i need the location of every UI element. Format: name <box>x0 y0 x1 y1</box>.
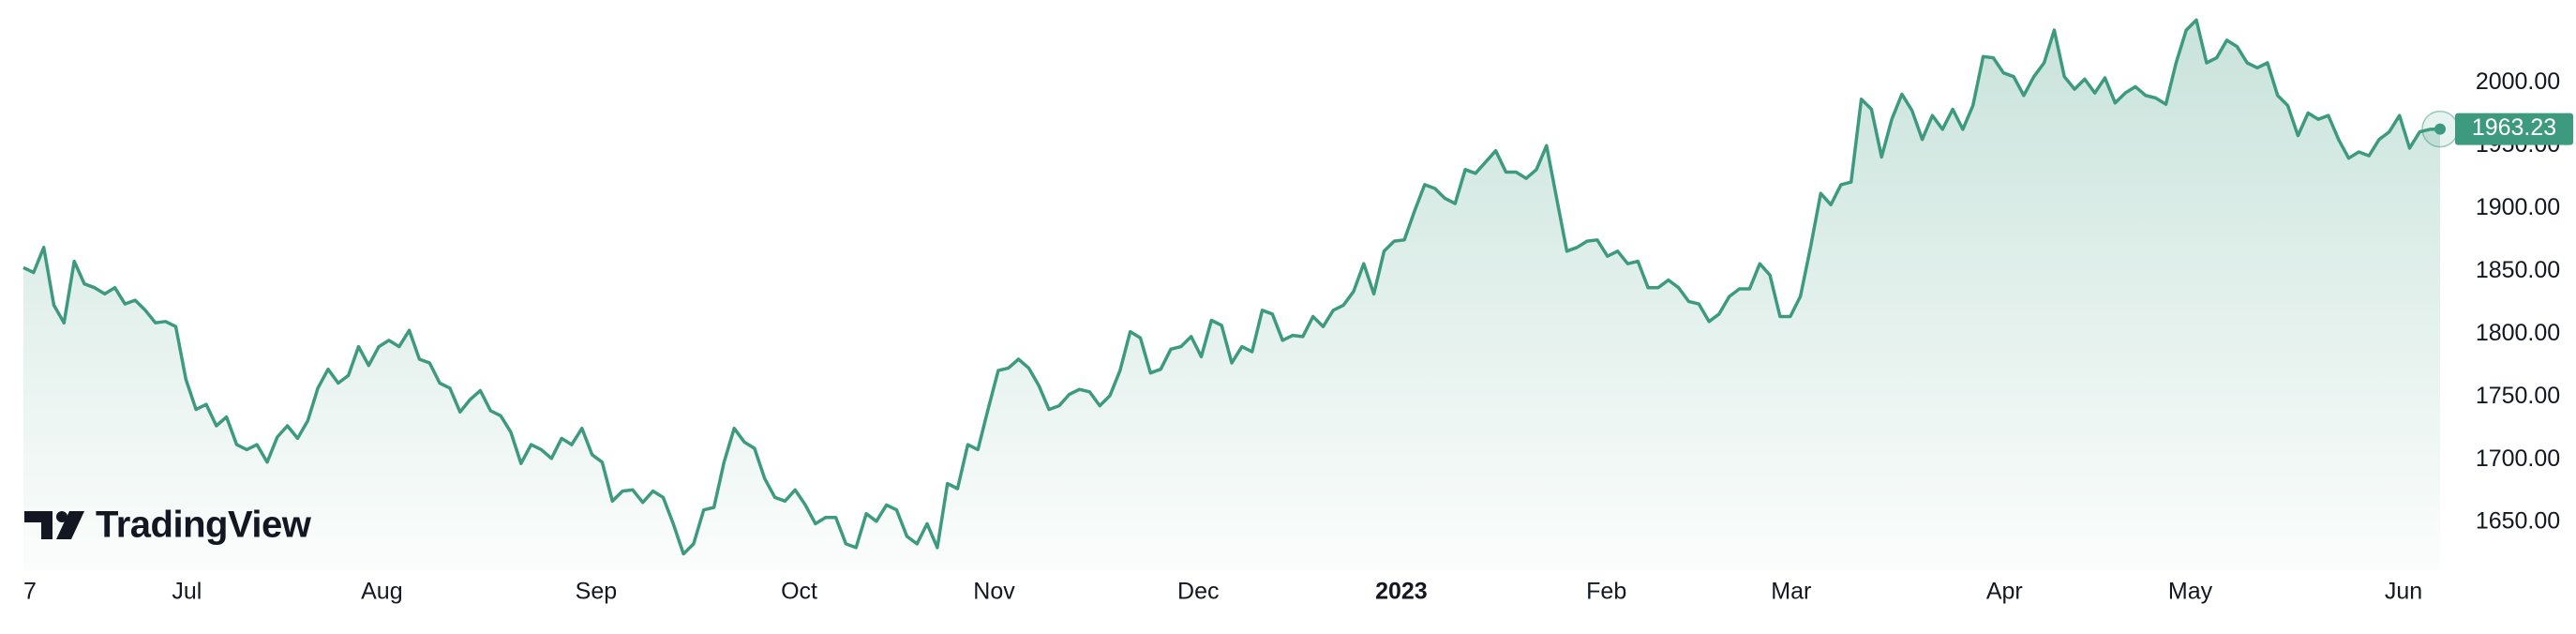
y-tick-label: 1700.00 <box>2476 445 2560 472</box>
x-tick-label: 2023 <box>1375 579 1428 605</box>
logo-icon <box>56 511 84 539</box>
x-tick-label: Apr <box>1986 579 2023 605</box>
y-tick-label: 2000.00 <box>2476 68 2560 95</box>
x-tick-label: Jun <box>2385 579 2422 605</box>
x-tick-label: Jul <box>172 579 202 605</box>
x-tick-label: Mar <box>1771 579 1811 605</box>
x-tick-label: Dec <box>1177 579 1219 605</box>
y-tick-label: 1850.00 <box>2476 257 2560 283</box>
price-tag <box>2455 113 2573 145</box>
price-line <box>22 18 2441 556</box>
area-fill <box>23 20 2440 570</box>
logo[interactable]: TradingView <box>24 505 312 546</box>
last-price-dot <box>2434 123 2446 135</box>
x-tick-label: Oct <box>781 579 817 605</box>
y-tick-label: 1900.00 <box>2476 194 2560 220</box>
brand: TradingView <box>96 505 312 546</box>
x-tick-label: May <box>2168 579 2213 605</box>
logo-icon <box>56 511 67 522</box>
price-tag-label: 1963.23 <box>2472 114 2556 141</box>
x-tick-label: Aug <box>361 579 402 605</box>
x-tick-label: Sep <box>576 579 617 605</box>
x-tick-label: Feb <box>1586 579 1626 605</box>
x-tick-label: Nov <box>973 579 1015 605</box>
x-tick-label: 7 <box>23 579 37 605</box>
y-tick-label: 1650.00 <box>2476 508 2560 535</box>
y-tick-label: 1800.00 <box>2476 320 2560 346</box>
y-tick-label: 1750.00 <box>2476 383 2560 409</box>
logo-icon <box>24 511 52 539</box>
